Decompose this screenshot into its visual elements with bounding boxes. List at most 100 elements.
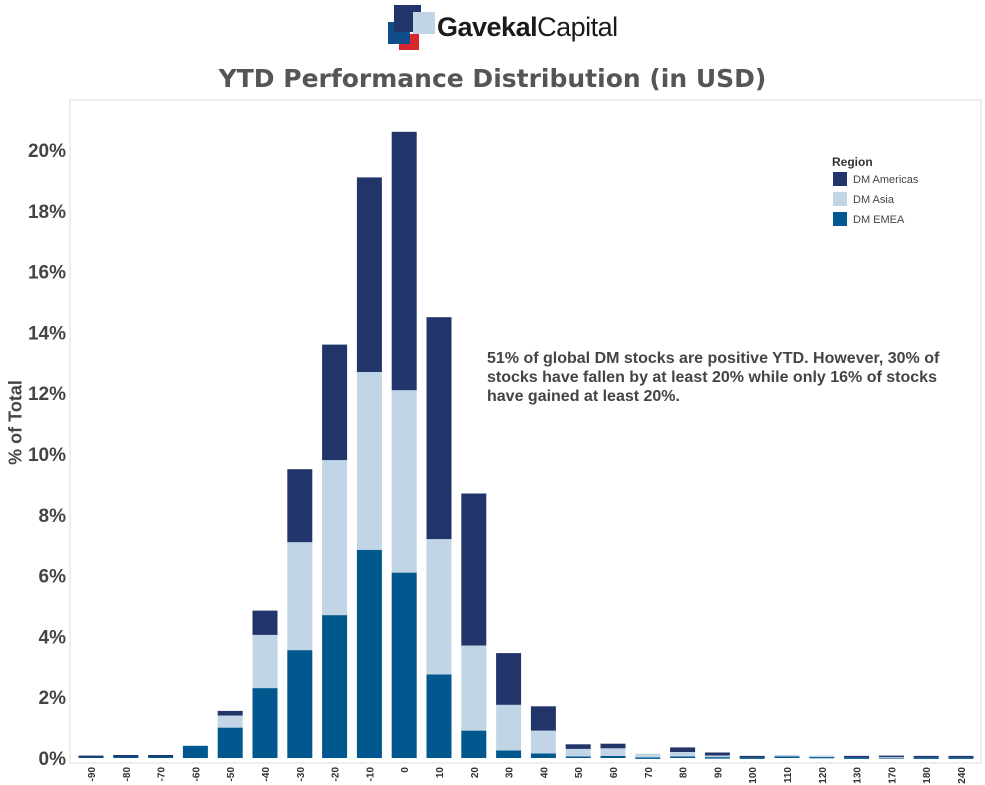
bar-dm-americas-90 <box>704 752 730 756</box>
bar-dm-emea-90 <box>704 757 730 759</box>
legend-swatch <box>833 212 847 226</box>
bar-dm-emea-240 <box>948 757 974 759</box>
bar-dm-americas-170 <box>878 755 904 758</box>
bar-dm-americas-130 <box>844 755 870 758</box>
bar-dm-emea--20 <box>322 615 348 758</box>
x-tick-label: -50 <box>226 767 237 782</box>
bar-dm-asia--40 <box>252 634 278 689</box>
x-tick-label: -10 <box>365 767 376 782</box>
x-tick-label: -70 <box>157 767 168 782</box>
x-tick-label: 120 <box>818 767 829 784</box>
bar-dm-americas--40 <box>252 610 278 635</box>
x-tick-label: 180 <box>922 767 933 784</box>
bar-dm-emea--30 <box>287 650 313 758</box>
bar-dm-americas--50 <box>217 710 243 716</box>
bar-dm-asia-110 <box>774 755 800 757</box>
bar-dm-asia-170 <box>878 756 904 758</box>
bar-dm-asia-30 <box>496 704 522 751</box>
plot-frame <box>69 99 982 764</box>
y-tick-label: 16% <box>28 263 66 284</box>
x-tick-label: -20 <box>331 767 342 782</box>
y-tick-label: 6% <box>39 567 67 588</box>
bar-dm-americas-180 <box>913 755 939 758</box>
bar-dm-asia--50 <box>217 715 243 728</box>
x-tick-label: -60 <box>191 767 202 782</box>
bar-dm-emea-70 <box>635 757 661 759</box>
x-tick-label: -80 <box>122 767 133 782</box>
bar-dm-asia-90 <box>704 755 730 758</box>
bar-dm-americas-30 <box>496 653 522 705</box>
bar-dm-asia-50 <box>565 748 591 757</box>
gavekal-capital-logo: GavekalCapital <box>385 4 618 54</box>
bar-dm-emea-20 <box>461 730 487 758</box>
x-tick-label: 0 <box>400 767 411 773</box>
x-tick-label: 60 <box>609 767 620 779</box>
bar-dm-emea-130 <box>844 757 870 759</box>
bar-dm-emea--10 <box>356 549 382 758</box>
bar-dm-emea-0 <box>391 572 417 758</box>
y-tick-label: 2% <box>39 688 67 709</box>
bar-dm-emea-110 <box>774 756 800 758</box>
x-tick-label: -30 <box>296 767 307 782</box>
bar-dm-asia-120 <box>809 755 835 758</box>
bar-dm-emea--60 <box>182 745 208 758</box>
x-tick-label: 170 <box>887 767 898 784</box>
y-tick-label: 0% <box>39 749 67 770</box>
bar-dm-asia-10 <box>426 539 452 675</box>
bar-dm-emea-100 <box>739 757 765 759</box>
bar-dm-emea-180 <box>913 757 939 759</box>
bar-dm-emea-30 <box>496 750 522 758</box>
logo-wordmark: GavekalCapital <box>437 12 618 42</box>
bar-dm-americas--80 <box>113 755 139 757</box>
x-tick-label: 50 <box>574 767 585 779</box>
bar-dm-americas--10 <box>356 177 382 372</box>
bar-dm-emea--80 <box>113 755 139 758</box>
logo-mark-icon <box>388 5 435 50</box>
chart-title: YTD Performance Distribution (in USD) <box>218 64 767 93</box>
legend-label: DM Americas <box>853 174 919 186</box>
bar-dm-americas-80 <box>670 747 696 752</box>
bar-dm-americas-240 <box>948 755 974 758</box>
y-tick-layer: 0% 2% 4% 6% 8% 10% 12% 14% 16% 18% 20% <box>28 141 66 770</box>
bar-dm-asia-40 <box>530 730 556 754</box>
legend: Region DM Americas DM Asia DM EMEA <box>832 155 919 226</box>
x-tick-label: 110 <box>783 767 794 784</box>
x-tick-label: 240 <box>957 767 968 784</box>
legend-swatch <box>833 192 847 206</box>
legend-label: DM EMEA <box>853 214 905 226</box>
x-tick-label: -90 <box>87 767 98 782</box>
y-tick-label: 14% <box>28 323 66 344</box>
bar-dm-emea-120 <box>809 756 835 759</box>
bar-dm-asia--10 <box>356 371 382 550</box>
legend-label: DM Asia <box>853 194 895 206</box>
bar-dm-asia-70 <box>635 753 661 758</box>
bar-dm-emea-10 <box>426 674 452 758</box>
y-tick-label: 8% <box>39 506 67 527</box>
bar-dm-emea--40 <box>252 688 278 758</box>
bar-dm-asia-20 <box>461 645 487 731</box>
bar-dm-asia-60 <box>600 748 626 756</box>
bar-dm-americas-100 <box>739 755 765 758</box>
legend-swatch <box>833 172 847 186</box>
bar-dm-emea--90 <box>78 756 104 758</box>
bar-dm-emea-80 <box>670 756 696 758</box>
bar-dm-asia--30 <box>287 542 313 651</box>
bar-dm-emea--50 <box>217 727 243 758</box>
x-tick-label: 10 <box>435 767 446 779</box>
bar-dm-americas--20 <box>322 344 348 461</box>
x-tick-label: 70 <box>644 767 655 779</box>
x-tick-label: 30 <box>505 767 516 779</box>
x-tick-label: 20 <box>470 767 481 779</box>
bar-dm-asia--20 <box>322 460 348 616</box>
bar-dm-emea--70 <box>148 756 174 758</box>
bar-dm-americas--90 <box>78 755 104 758</box>
y-tick-label: 10% <box>28 445 66 466</box>
legend-title: Region <box>832 155 873 169</box>
bar-dm-emea-40 <box>530 753 556 758</box>
bar-dm-americas-60 <box>600 743 626 749</box>
bar-dm-emea-60 <box>600 755 626 758</box>
bar-dm-asia-80 <box>670 751 696 757</box>
bar-dm-americas-10 <box>426 317 452 540</box>
bar-dm-emea-50 <box>565 756 591 758</box>
